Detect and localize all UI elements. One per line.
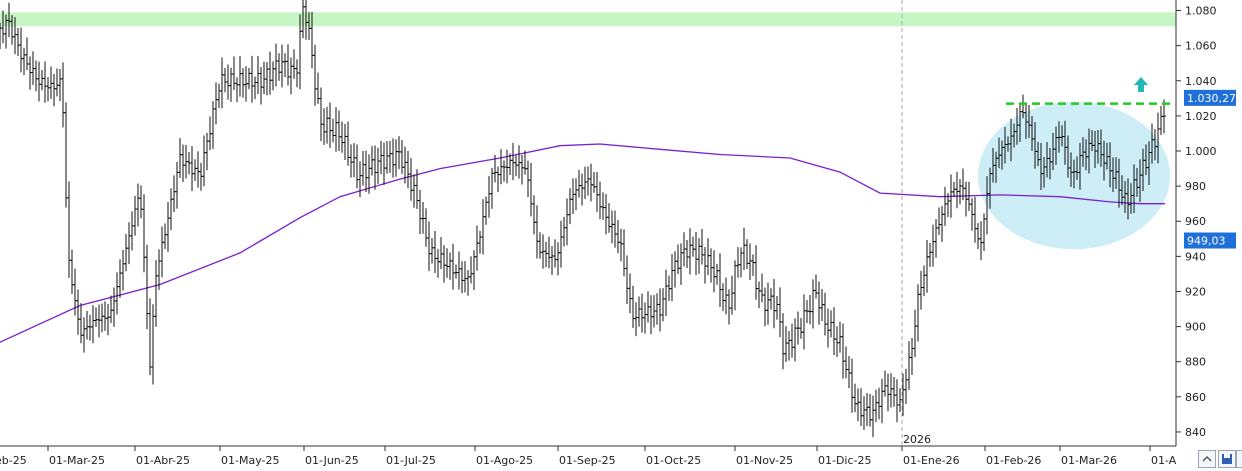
save-button[interactable] [1218,450,1236,468]
save-icon [1222,454,1232,464]
x-tick-label: 01-Ago-25 [476,454,533,467]
y-tick-label: 920 [1185,285,1206,298]
scroll-left-button[interactable] [1198,450,1216,468]
x-tick-label: 01-Jun-25 [305,454,359,467]
x-tick-label: 01-Abr-25 [136,454,190,467]
x-tick-label: 01-Sep-25 [559,454,616,467]
chevron-up-icon [1202,455,1212,462]
year-label: 2026 [903,433,931,446]
svg-text:949,03: 949,03 [1187,235,1226,248]
scroll-right-button[interactable] [1236,450,1242,468]
y-tick-label: 840 [1185,426,1206,439]
y-tick-label: 1.020 [1185,110,1217,123]
y-tick-label: 880 [1185,356,1206,369]
plot-area [0,0,1176,446]
x-tick-label: 01-Mar-25 [49,454,105,467]
x-tick-label: 01-Jul-25 [386,454,436,467]
y-tick-label: 960 [1185,215,1206,228]
moving-average-line [0,143,1165,343]
x-tick-label: 01-Dic-25 [818,454,872,467]
y-tick-label: 860 [1185,391,1206,404]
y-tick-label: 980 [1185,180,1206,193]
x-tick-label: 01-May-25 [221,454,279,467]
y-tick-label: 1.060 [1185,40,1217,53]
x-tick-label: 01-Oct-25 [646,454,701,467]
y-tick-label: 1.080 [1185,5,1217,18]
x-tick-label: 01-Mar-26 [1061,454,1117,467]
resistance-zone [0,12,1176,27]
x-tick-label: 01-Ene-26 [903,454,960,467]
y-tick-label: 900 [1185,321,1206,334]
x-tick-label: 01-A [1151,454,1177,467]
y-tick-label: 1.000 [1185,145,1217,158]
ohlc-bar [1162,99,1166,134]
up-arrow-icon [1134,77,1148,92]
x-tick-label: 01-Nov-25 [736,454,793,467]
x-tick-label: eb-25 [0,454,27,467]
last-price-badge: 1.030,27 [1184,89,1236,106]
y-tick-label: 1.040 [1185,75,1217,88]
x-tick-label: 01-Feb-26 [986,454,1041,467]
ma-value-badge: 949,03 [1184,232,1236,249]
y-tick-label: 940 [1185,250,1206,263]
svg-text:1.030,27: 1.030,27 [1187,92,1236,105]
